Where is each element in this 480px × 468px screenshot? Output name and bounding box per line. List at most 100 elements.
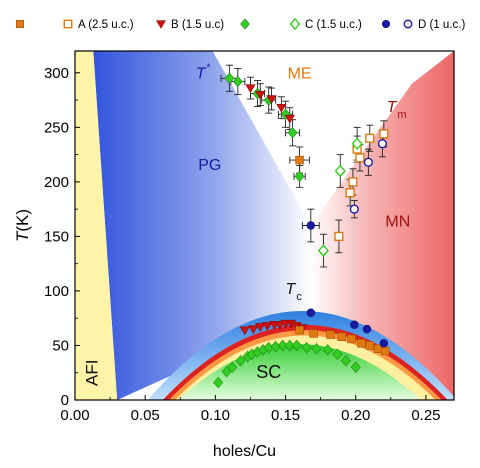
tc_square-point <box>381 346 390 356</box>
x-tick-label: 0.10 <box>201 407 230 424</box>
tm_diamond-point <box>334 164 346 178</box>
tm_diamond-point <box>317 244 329 257</box>
tc_diamond-point <box>340 354 351 367</box>
region-label-mn: MN <box>385 214 410 231</box>
sc-dome <box>147 311 454 400</box>
afi-region <box>75 51 118 400</box>
tstar_diamond-point <box>294 170 305 183</box>
region-label-pg: PG <box>198 157 221 174</box>
tc_square-point <box>309 329 318 338</box>
tm_diamond-point <box>351 137 363 151</box>
tc_diamond-point <box>301 341 312 354</box>
tc_triangle-point <box>239 326 250 336</box>
tc_triangle-point <box>262 322 273 331</box>
tstar_square-point <box>295 155 304 165</box>
legend-marker-3 <box>240 18 250 30</box>
region-label-sc: SC <box>256 362 281 382</box>
region-labels: PG ME MN SC AFI <box>82 65 410 386</box>
tc_diamond-point <box>350 361 361 374</box>
y-tick-label: 300 <box>44 65 69 82</box>
legend-label-4: C (1.5 u.c.) <box>305 19 362 31</box>
region-label-afi: AFI <box>82 360 101 386</box>
legend-label-6: D (1 u.c.) <box>418 19 465 31</box>
tc_diamond-point <box>322 344 333 356</box>
pg-region <box>93 51 311 400</box>
tc_diamond-point <box>277 339 288 352</box>
y-tick-label: 250 <box>44 119 69 136</box>
tstar_triangle-point <box>255 90 266 100</box>
tc_square-point <box>337 332 346 341</box>
tm_square-point <box>355 153 365 163</box>
y-axis-label-symbol: T <box>13 230 32 242</box>
tc_diamond-point <box>227 361 238 374</box>
tstar_diamond-point <box>224 72 235 85</box>
x-tick-label: 0.00 <box>60 407 89 424</box>
tstar_triangle-point <box>266 95 277 104</box>
y-tick-label: 100 <box>44 283 69 300</box>
tstar_circle-point <box>306 221 316 230</box>
line-label-sub: c <box>296 291 302 303</box>
tstar_diamond-point <box>280 108 291 121</box>
tc_diamond-point <box>332 348 343 360</box>
phase-regions <box>75 51 454 400</box>
mn-region <box>310 51 454 400</box>
y-tick-label: 0 <box>61 392 69 409</box>
x-tick-label: 0.25 <box>411 407 440 424</box>
y-tick-label: 50 <box>52 337 69 354</box>
tstar_diamond-point <box>232 75 243 88</box>
region-label-me: ME <box>288 65 312 82</box>
tm_square-point <box>379 129 389 139</box>
tm_circle-point <box>349 204 359 214</box>
tc_diamond-point <box>291 339 302 352</box>
tstar_triangle-point <box>276 103 287 113</box>
tc_diamond-point <box>284 339 295 352</box>
line-label-sup: * <box>206 62 210 73</box>
tc_square-point <box>357 339 366 348</box>
legend-label-2: B (1.5 u.c) <box>171 19 224 31</box>
legend: A (2.5 u.c.) B (1.5 u.c) C (1.5 u.c.) D (1 … <box>15 17 465 31</box>
tm_square-point <box>365 133 375 143</box>
data-markers <box>213 72 390 389</box>
legend-marker-2 <box>156 20 166 29</box>
tm_square-point <box>348 177 358 187</box>
tstar_triangle-point <box>284 114 295 124</box>
tm_square-point <box>334 231 344 242</box>
x-tick-label: 0.05 <box>131 407 160 424</box>
legend-marker-5 <box>381 19 391 29</box>
line-label-sub: m <box>397 109 406 121</box>
legend-marker-1 <box>63 19 73 29</box>
tc_triangle-point <box>255 323 266 332</box>
y-axis-label: T(K) <box>13 209 32 242</box>
tm_circle-point <box>363 157 373 167</box>
tc_square-point <box>347 334 356 344</box>
plot-frame <box>74 50 455 401</box>
tc_square-point <box>326 330 335 339</box>
axes: 0.00 0.05 0.10 0.15 0.20 0.25 0 50 100 150 200 250 3… <box>13 65 441 460</box>
legend-marker-4 <box>289 17 301 31</box>
y-tick-label: 150 <box>44 228 69 245</box>
tc_circle-point <box>306 308 316 317</box>
tc_diamond-point <box>311 342 322 355</box>
y-axis-label-unit: (K) <box>13 209 32 232</box>
x-tick-label: 0.20 <box>341 407 370 424</box>
tc_diamond-point <box>213 376 224 389</box>
tc_circle-point <box>379 339 389 348</box>
legend-marker-0 <box>15 19 25 29</box>
tc_square-point <box>295 325 304 335</box>
legend-marker-6 <box>403 19 413 29</box>
tstar_triangle-point <box>245 84 256 94</box>
tc_diamond-point <box>235 354 246 367</box>
tm_square-point <box>345 188 355 198</box>
tc_square-point <box>365 341 374 350</box>
tstar_diamond-point <box>287 127 298 139</box>
tc_triangle-point <box>248 325 259 335</box>
tm_circle-point <box>377 139 388 149</box>
x-tick-label: 0.15 <box>271 407 300 424</box>
tc_circle-point <box>362 324 372 334</box>
legend-label-1: A (2.5 u.c.) <box>78 19 134 31</box>
tc_triangle-point <box>274 320 286 330</box>
x-axis-label: holes/Cu <box>213 443 276 460</box>
tc_circle-point <box>350 320 359 329</box>
y-tick-label: 200 <box>44 174 69 191</box>
